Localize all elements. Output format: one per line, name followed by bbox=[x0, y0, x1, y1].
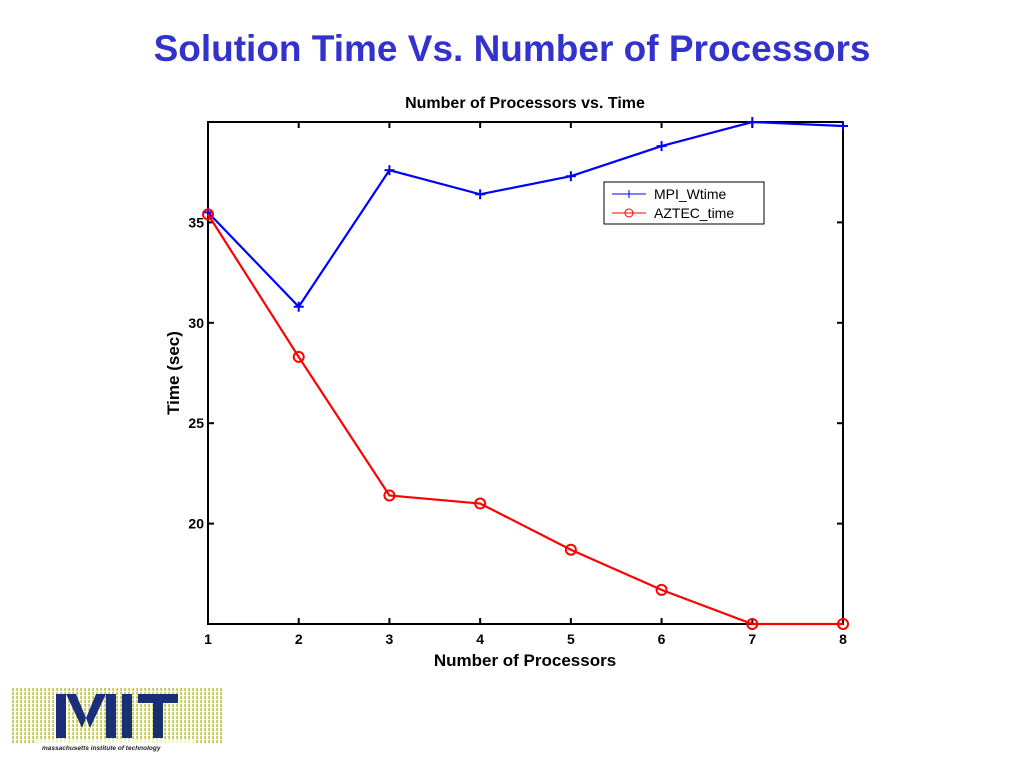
plot-area bbox=[207, 121, 844, 625]
x-tick-label: 1 bbox=[204, 631, 212, 647]
data-point-mpi-wtime bbox=[838, 121, 848, 132]
slide-title: Solution Time Vs. Number of Processors bbox=[153, 28, 871, 69]
x-tick-label: 2 bbox=[295, 631, 303, 647]
logo-caption: massachusetts institute of technology bbox=[42, 745, 161, 752]
chart-title: Number of Processors vs. Time bbox=[405, 95, 645, 112]
data-point-aztec-time bbox=[292, 350, 305, 363]
x-tick-label: 6 bbox=[658, 631, 666, 647]
x-tick-label: 5 bbox=[567, 631, 575, 647]
mit-logo bbox=[12, 688, 222, 750]
y-tick-label: 20 bbox=[188, 516, 204, 532]
y-tick-label: 35 bbox=[188, 214, 204, 230]
x-tick-label: 7 bbox=[748, 631, 756, 647]
data-point-mpi-wtime bbox=[565, 171, 576, 182]
data-point-aztec-time bbox=[474, 497, 487, 510]
data-point-aztec-time bbox=[202, 208, 214, 221]
data-point-aztec-time bbox=[746, 618, 759, 630]
legend-marker-aztec-time bbox=[624, 208, 634, 218]
data-point-mpi-wtime bbox=[475, 189, 486, 200]
y-tick-label: 25 bbox=[188, 415, 204, 431]
x-tick-label: 3 bbox=[386, 631, 394, 647]
chart-legend: MPI_Wtime AZTEC_time bbox=[603, 181, 765, 225]
x-tick-label: 8 bbox=[839, 631, 847, 647]
series-line-mpi-wtime bbox=[207, 120, 844, 309]
legend-label-aztec-time: AZTEC_time bbox=[654, 205, 734, 221]
data-point-mpi-wtime bbox=[747, 117, 758, 127]
data-point-mpi-wtime bbox=[656, 141, 667, 152]
data-point-aztec-time bbox=[564, 543, 577, 556]
data-point-aztec-time bbox=[655, 583, 668, 596]
series-line-aztec-time bbox=[207, 213, 843, 626]
legend-label-mpi-wtime: MPI_Wtime bbox=[654, 186, 727, 202]
data-point-aztec-time bbox=[837, 618, 849, 630]
y-tick-label: 30 bbox=[188, 315, 204, 331]
data-point-mpi-wtime bbox=[293, 301, 304, 312]
data-point-aztec-time bbox=[383, 489, 396, 502]
x-tick-label: 4 bbox=[476, 631, 484, 647]
y-axis-label: Time (sec) bbox=[164, 331, 183, 415]
x-axis-label: Number of Processors bbox=[434, 651, 616, 670]
data-point-mpi-wtime bbox=[384, 165, 395, 176]
